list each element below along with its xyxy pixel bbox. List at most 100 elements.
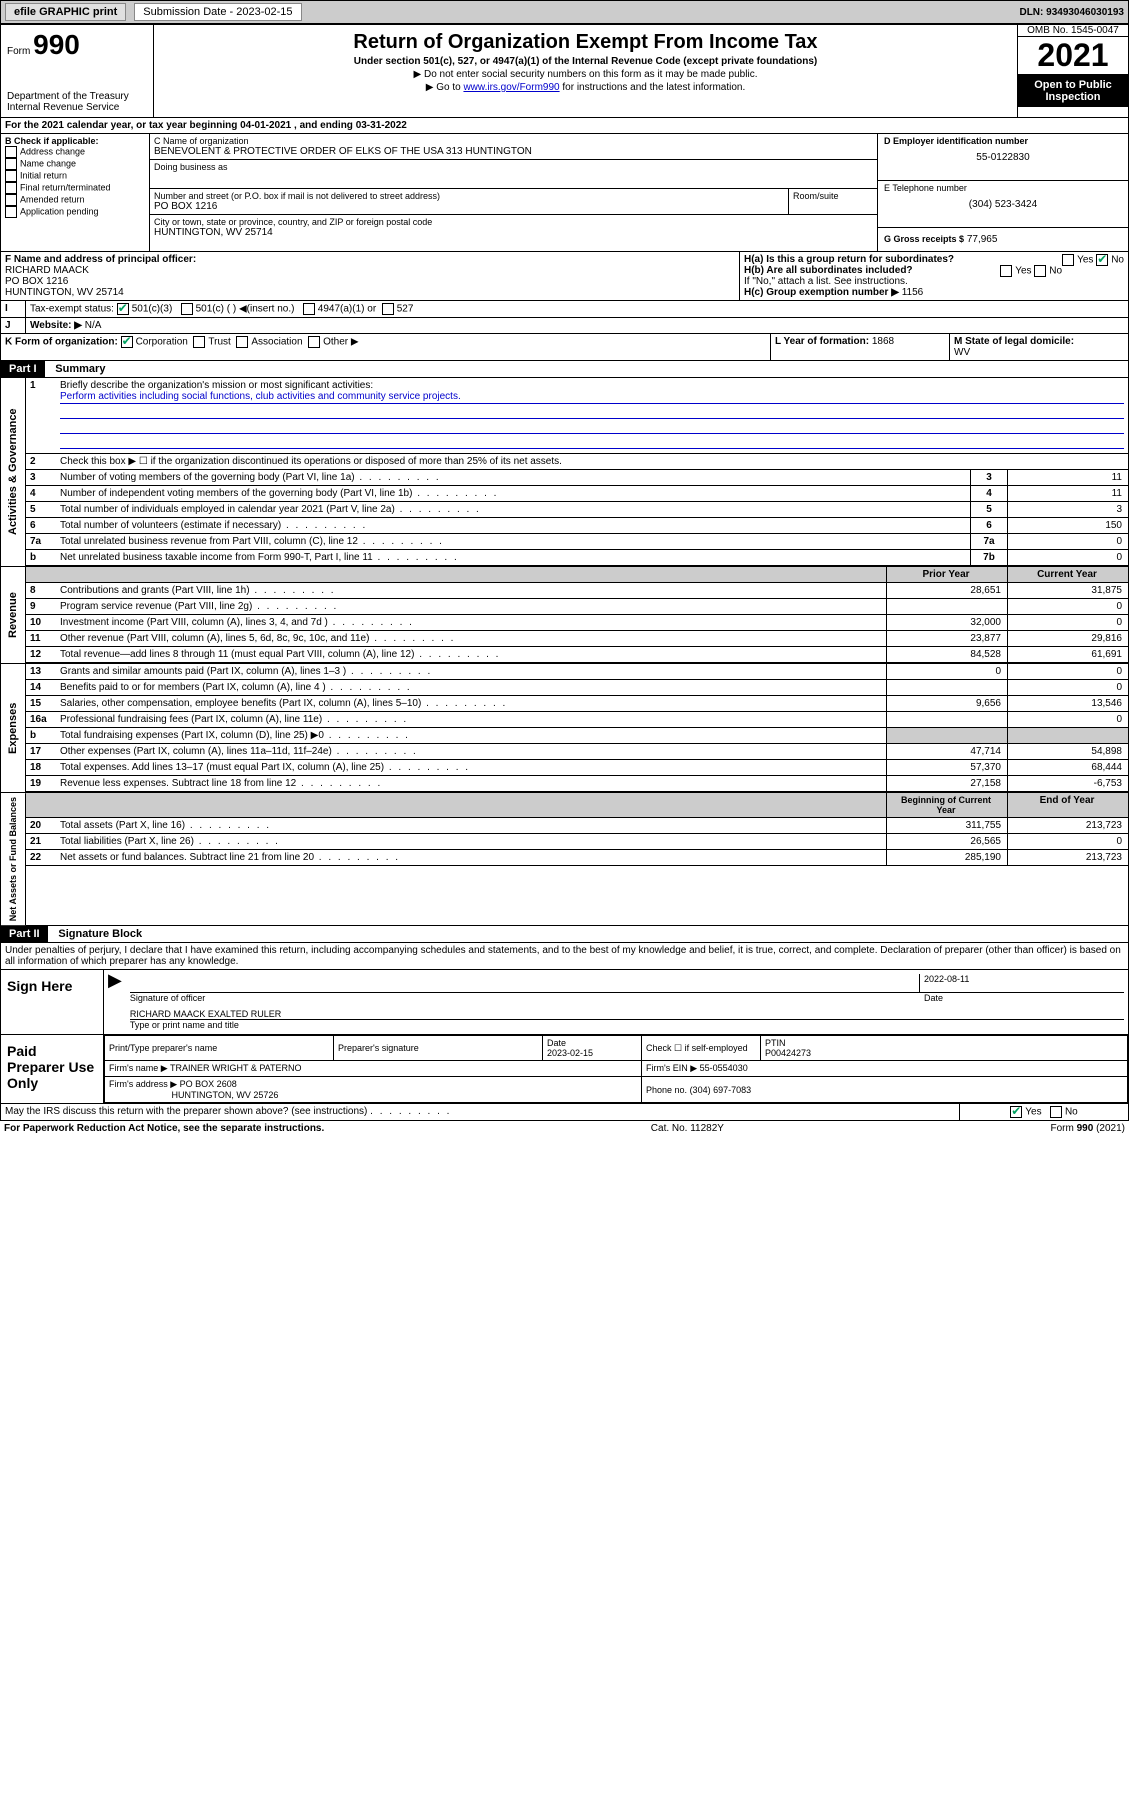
check-assoc[interactable] bbox=[236, 336, 248, 348]
line-i-marker: I bbox=[1, 301, 26, 317]
section-b-title: B Check if applicable: bbox=[5, 136, 145, 146]
check-501c3[interactable] bbox=[117, 303, 129, 315]
check-501c[interactable] bbox=[181, 303, 193, 315]
check-trust[interactable] bbox=[193, 336, 205, 348]
check-527[interactable] bbox=[382, 303, 394, 315]
col-end: End of Year bbox=[1008, 793, 1129, 818]
footer-left: For Paperwork Reduction Act Notice, see … bbox=[4, 1123, 324, 1134]
line-text: Total unrelated business revenue from Pa… bbox=[56, 534, 971, 550]
street-label: Number and street (or P.O. box if mail i… bbox=[154, 191, 784, 201]
opt-amended: Amended return bbox=[20, 194, 85, 204]
line-box: 3 bbox=[971, 470, 1008, 486]
vlabel-revenue: Revenue bbox=[1, 567, 26, 663]
prior-value: 57,370 bbox=[887, 760, 1008, 776]
officer-signature-line[interactable] bbox=[130, 974, 919, 993]
prior-value: 32,000 bbox=[887, 615, 1008, 631]
line-num: 19 bbox=[26, 776, 56, 792]
check-initial-return[interactable] bbox=[5, 170, 17, 182]
current-value: 0 bbox=[1008, 834, 1129, 850]
check-app-pending[interactable] bbox=[5, 206, 17, 218]
col-current: Current Year bbox=[1008, 567, 1129, 583]
line-j-marker: J bbox=[1, 318, 26, 333]
check-4947[interactable] bbox=[303, 303, 315, 315]
may-irs-no-check[interactable] bbox=[1050, 1106, 1062, 1118]
room-label: Room/suite bbox=[793, 191, 873, 201]
may-irs-yes-check[interactable] bbox=[1010, 1106, 1022, 1118]
prep-date: 2023-02-15 bbox=[547, 1048, 593, 1058]
line-num: 13 bbox=[26, 664, 56, 680]
sig-date-label: Date bbox=[920, 993, 1124, 1003]
website-value: N/A bbox=[85, 320, 102, 331]
perjury-declaration: Under penalties of perjury, I declare th… bbox=[0, 943, 1129, 970]
line-text: Other revenue (Part VIII, column (A), li… bbox=[56, 631, 887, 647]
hb-no-label: No bbox=[1049, 266, 1062, 277]
street: PO BOX 1216 bbox=[154, 201, 784, 212]
irs-label: Internal Revenue Service bbox=[7, 102, 147, 113]
efile-button[interactable]: efile GRAPHIC print bbox=[5, 3, 126, 21]
mission-blank-1 bbox=[60, 406, 1124, 419]
part1-title: Summary bbox=[47, 363, 105, 375]
opt-initial-return: Initial return bbox=[20, 170, 67, 180]
section-k-label: K Form of organization: bbox=[5, 337, 118, 348]
form-word: Form bbox=[7, 46, 30, 57]
sig-date-value: 2022-08-11 bbox=[919, 974, 1124, 993]
vlabel-netassets: Net Assets or Fund Balances bbox=[1, 793, 26, 925]
prior-value: 311,755 bbox=[887, 818, 1008, 834]
open-inspection: Open to Public Inspection bbox=[1018, 75, 1128, 107]
current-value: 54,898 bbox=[1008, 744, 1129, 760]
line-text: Grants and similar amounts paid (Part IX… bbox=[56, 664, 887, 680]
gross-label: G Gross receipts $ bbox=[884, 234, 964, 244]
line-num: 15 bbox=[26, 696, 56, 712]
opt-app-pending: Application pending bbox=[20, 206, 99, 216]
check-amended[interactable] bbox=[5, 194, 17, 206]
current-value: 31,875 bbox=[1008, 583, 1129, 599]
firm-name: TRAINER WRIGHT & PATERNO bbox=[170, 1063, 302, 1073]
ha-no-label: No bbox=[1111, 255, 1124, 266]
prep-date-label: Date bbox=[547, 1038, 566, 1048]
line-num: 7a bbox=[26, 534, 56, 550]
sign-here-label: Sign Here bbox=[1, 970, 104, 1034]
city: HUNTINGTON, WV 25714 bbox=[154, 227, 873, 238]
ha-yes-check[interactable] bbox=[1062, 254, 1074, 266]
dba-label: Doing business as bbox=[154, 162, 873, 172]
mission-blank-2 bbox=[60, 421, 1124, 434]
officer-city: HUNTINGTON, WV 25714 bbox=[5, 287, 735, 298]
omb-number: OMB No. 1545-0047 bbox=[1018, 25, 1128, 36]
current-value: 0 bbox=[1008, 680, 1129, 696]
line-value: 3 bbox=[1008, 502, 1129, 518]
check-name-change[interactable] bbox=[5, 158, 17, 170]
subtitle-1: Under section 501(c), 527, or 4947(a)(1)… bbox=[162, 56, 1009, 67]
opt-assoc: Association bbox=[251, 337, 302, 348]
line-num: 4 bbox=[26, 486, 56, 502]
line-num: b bbox=[26, 550, 56, 566]
line-text: Contributions and grants (Part VIII, lin… bbox=[56, 583, 887, 599]
ha-no-check[interactable] bbox=[1096, 254, 1108, 266]
may-irs-yes: Yes bbox=[1025, 1107, 1041, 1118]
vlabel-governance: Activities & Governance bbox=[1, 378, 26, 566]
footer-form-no: 990 bbox=[1077, 1123, 1094, 1134]
dept-label: Department of the Treasury bbox=[7, 91, 147, 102]
current-value: 61,691 bbox=[1008, 647, 1129, 663]
line-text: Number of voting members of the governin… bbox=[56, 470, 971, 486]
line-value: 0 bbox=[1008, 550, 1129, 566]
h-b-note: If "No," attach a list. See instructions… bbox=[744, 276, 1124, 287]
section-m-label: M State of legal domicile: bbox=[954, 336, 1074, 347]
footer-mid: Cat. No. 11282Y bbox=[651, 1123, 724, 1134]
current-value: 0 bbox=[1008, 615, 1129, 631]
firm-name-label: Firm's name ▶ bbox=[109, 1063, 168, 1073]
opt-corp: Corporation bbox=[136, 337, 188, 348]
opt-527: 527 bbox=[397, 304, 414, 315]
officer-street: PO BOX 1216 bbox=[5, 276, 735, 287]
line-box: 7b bbox=[971, 550, 1008, 566]
hb-yes-check[interactable] bbox=[1000, 265, 1012, 277]
hb-yes-label: Yes bbox=[1015, 266, 1031, 277]
sig-officer-label: Signature of officer bbox=[130, 993, 920, 1003]
org-name: BENEVOLENT & PROTECTIVE ORDER OF ELKS OF… bbox=[154, 146, 873, 157]
hb-no-check[interactable] bbox=[1034, 265, 1046, 277]
check-final-return[interactable] bbox=[5, 182, 17, 194]
check-corp[interactable] bbox=[121, 336, 133, 348]
check-other[interactable] bbox=[308, 336, 320, 348]
form-header: Form 990 Department of the Treasury Inte… bbox=[0, 24, 1129, 118]
instructions-link[interactable]: www.irs.gov/Form990 bbox=[463, 82, 559, 93]
check-address-change[interactable] bbox=[5, 146, 17, 158]
